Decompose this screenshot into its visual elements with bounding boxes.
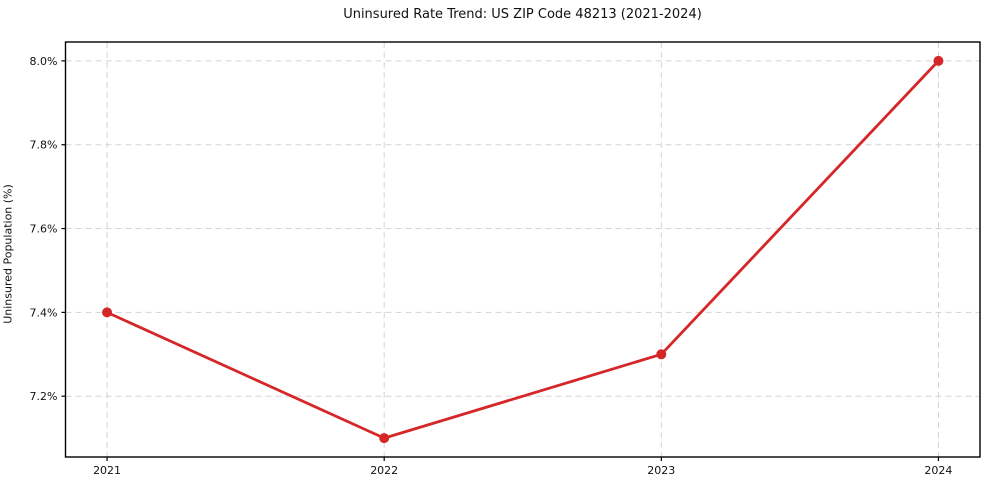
data-point-marker (102, 307, 113, 318)
data-point-marker (379, 433, 390, 444)
x-tick-label: 2021 (93, 464, 121, 477)
y-tick-label: 7.2% (30, 390, 58, 403)
chart-title: Uninsured Rate Trend: US ZIP Code 48213 … (343, 7, 702, 22)
y-tick-label: 7.4% (30, 306, 58, 319)
plot-border (64, 41, 981, 458)
y-tick-label: 7.6% (30, 223, 58, 236)
y-tick-label: 7.8% (30, 139, 58, 152)
x-tick-label: 2023 (647, 464, 675, 477)
y-tick-label: 8.0% (30, 55, 58, 68)
x-tick-label: 2024 (924, 464, 952, 477)
trend-line (105, 59, 940, 440)
data-point-marker (933, 55, 944, 66)
data-point-marker (656, 349, 667, 360)
y-axis-label-text: Uninsured Population (%) (1, 184, 15, 324)
x-tick-label: 2022 (370, 464, 398, 477)
